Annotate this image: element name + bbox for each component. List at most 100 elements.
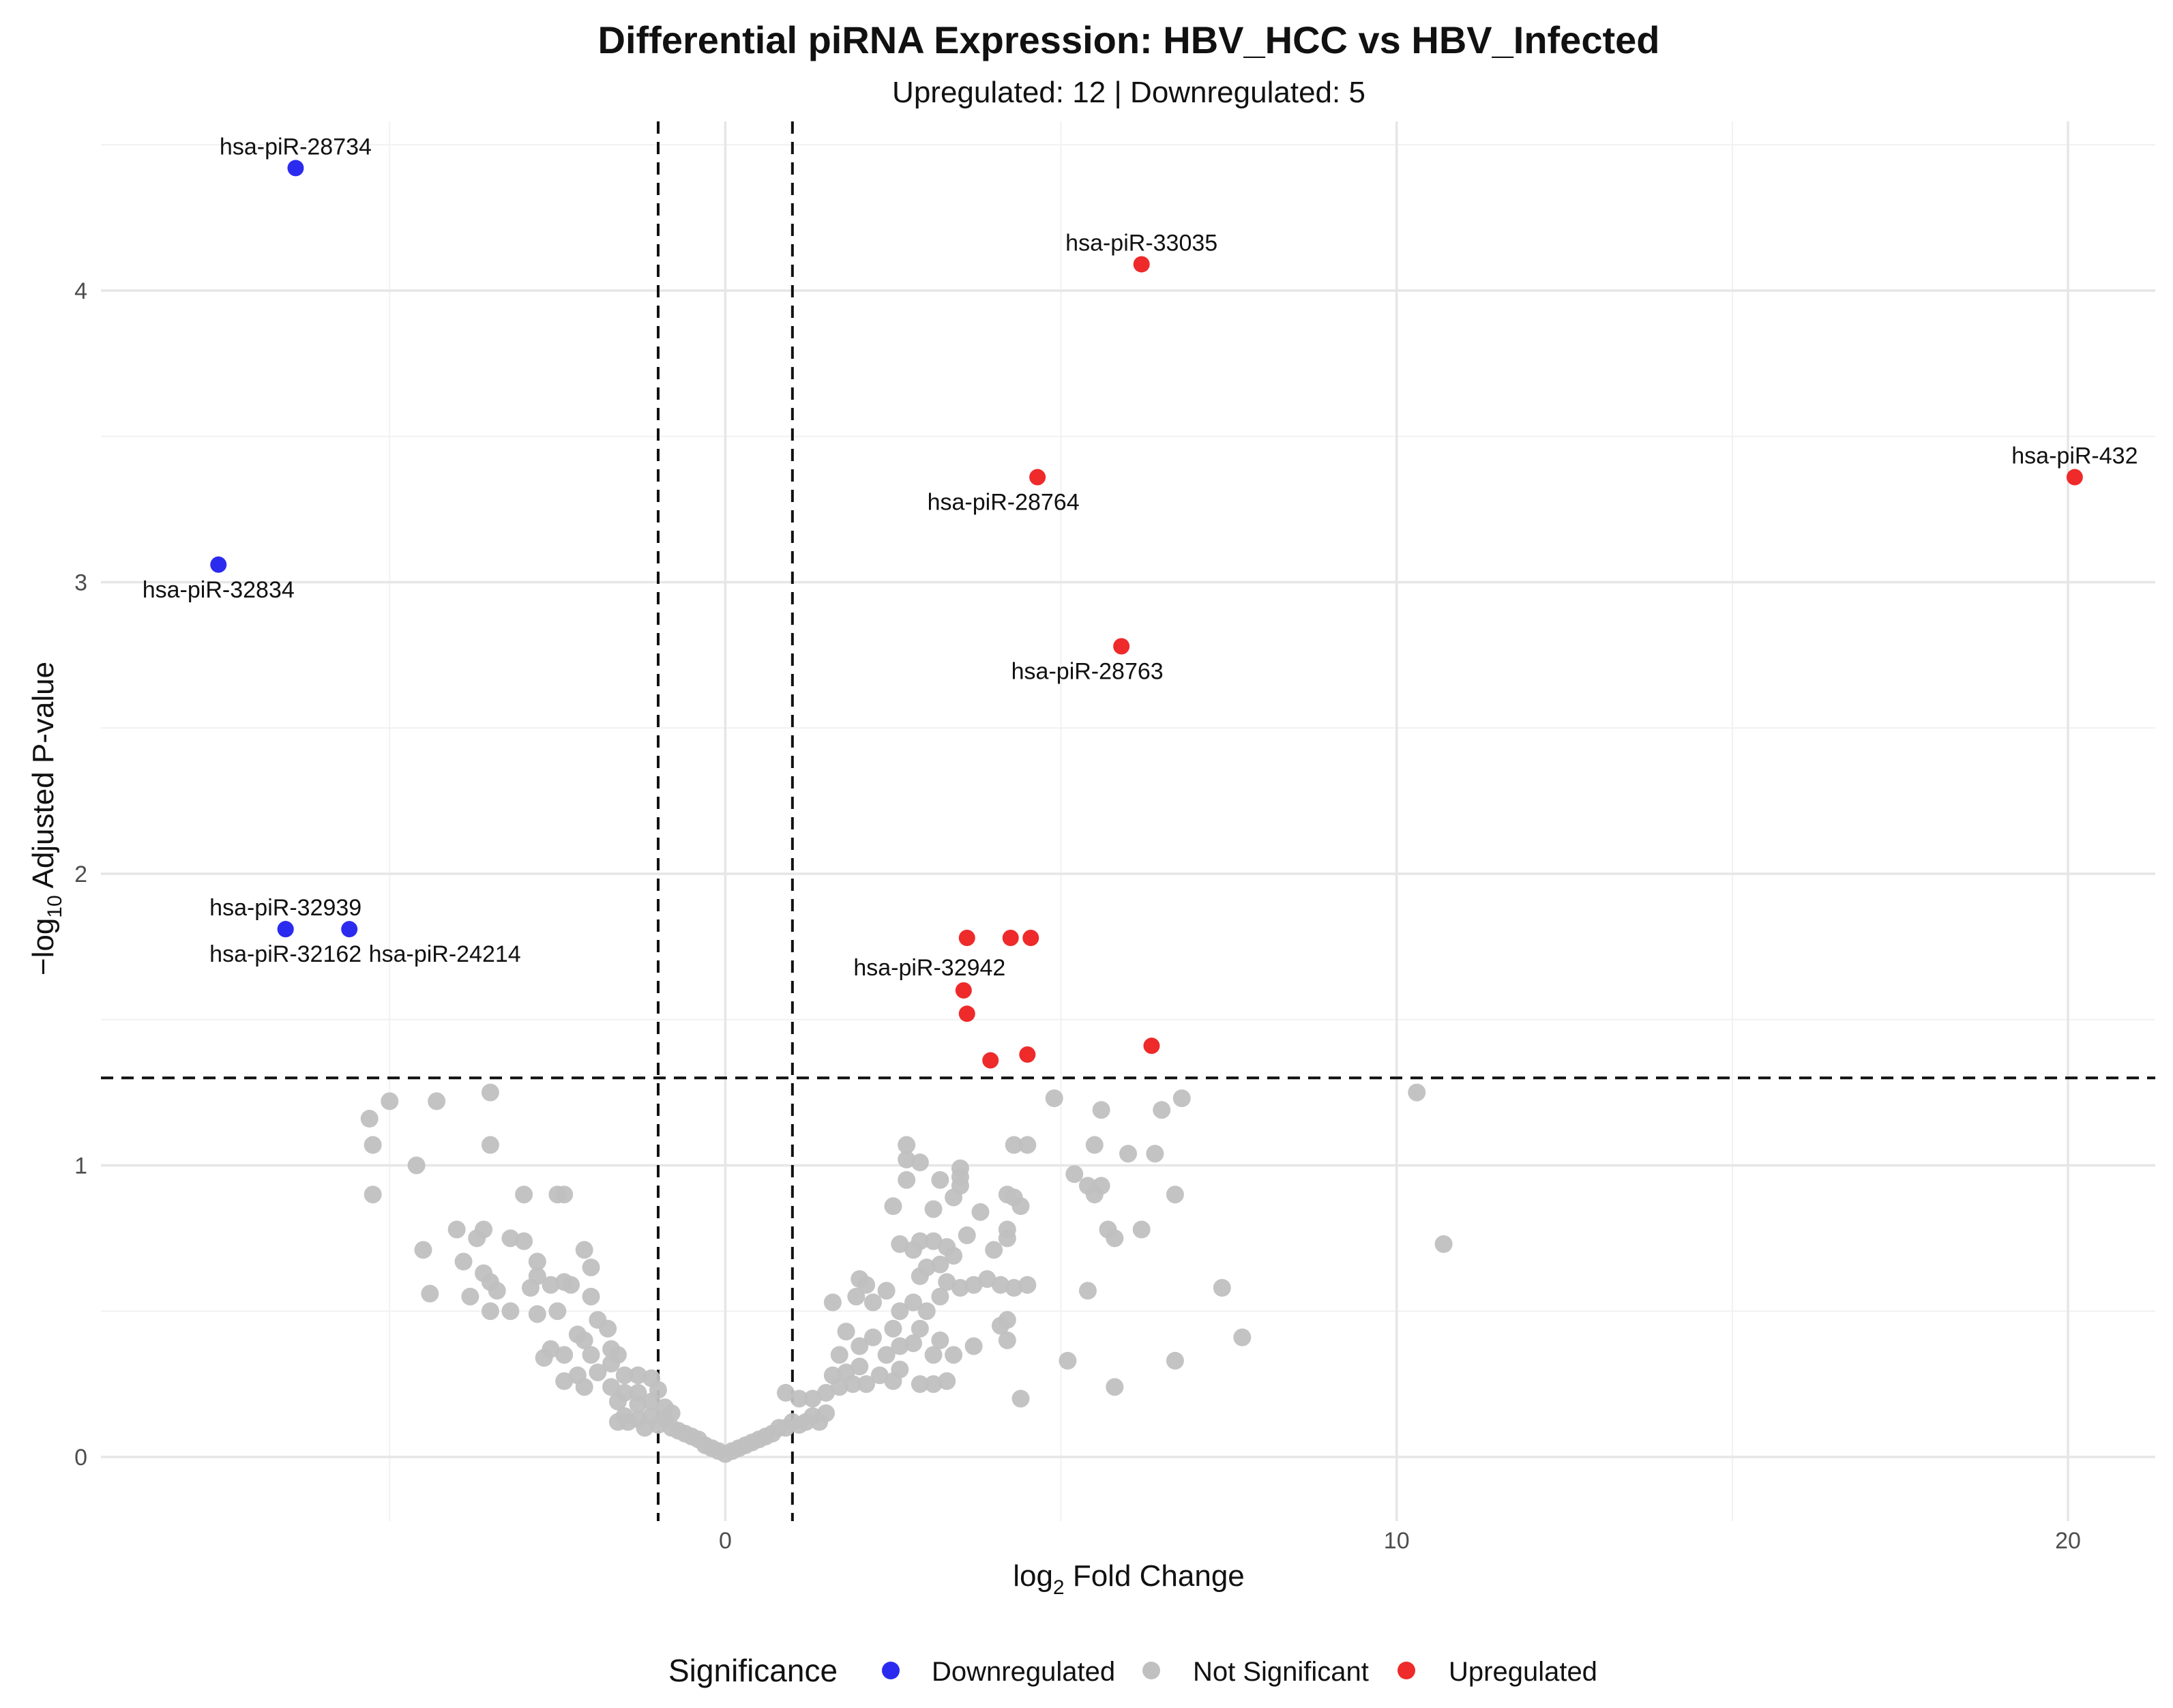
point-not-significant <box>1233 1328 1252 1346</box>
point-not-significant <box>830 1346 848 1364</box>
point-not-significant <box>542 1276 560 1294</box>
point-not-significant <box>823 1366 842 1385</box>
point-not-significant <box>1132 1220 1151 1239</box>
point-label: hsa-piR-32834 <box>143 577 295 603</box>
point-not-significant <box>1078 1282 1097 1300</box>
point-not-significant <box>515 1186 533 1204</box>
point-not-significant <box>1065 1165 1084 1183</box>
point-not-significant <box>951 1279 969 1297</box>
point-not-significant <box>1434 1235 1453 1253</box>
point-not-significant <box>562 1276 580 1294</box>
point-not-significant <box>924 1375 943 1394</box>
point-not-significant <box>575 1241 593 1259</box>
point-not-significant <box>582 1287 600 1306</box>
y-tick-label: 1 <box>74 1153 87 1179</box>
point-not-significant <box>1011 1389 1030 1408</box>
point-not-significant <box>535 1349 553 1367</box>
points-not-significant <box>360 1083 1453 1463</box>
x-tick-label: 10 <box>1384 1528 1410 1554</box>
point-upregulated <box>1133 256 1150 273</box>
point-not-significant <box>911 1153 929 1172</box>
legend-title: Significance <box>668 1653 838 1688</box>
point-not-significant <box>481 1083 499 1102</box>
point-not-significant <box>629 1366 647 1385</box>
point-not-significant <box>904 1334 923 1353</box>
point-not-significant <box>662 1404 681 1422</box>
x-tick-label: 20 <box>2055 1528 2081 1554</box>
point-label: hsa-piR-32162 <box>209 941 361 967</box>
chart-title: Differential piRNA Expression: HBV_HCC v… <box>598 18 1660 61</box>
point-not-significant <box>1166 1186 1184 1204</box>
point-downregulated <box>341 921 358 938</box>
x-tick-label: 0 <box>719 1528 732 1554</box>
x-axis-ticks: 0 10 20 <box>719 1528 2081 1554</box>
point-not-significant <box>924 1346 943 1364</box>
point-not-significant <box>360 1110 379 1128</box>
point-not-significant <box>555 1372 574 1390</box>
y-axis-ticks: 0 1 2 3 4 <box>74 278 87 1471</box>
point-not-significant <box>381 1092 399 1110</box>
point-not-significant <box>803 1389 822 1408</box>
point-not-significant <box>817 1383 836 1402</box>
point-label: hsa-piR-24214 <box>369 941 521 967</box>
point-not-significant <box>877 1282 896 1300</box>
point-upregulated <box>958 1005 975 1022</box>
legend-key-upregulated <box>1398 1662 1415 1679</box>
point-not-significant <box>575 1331 593 1349</box>
point-not-significant <box>555 1346 574 1364</box>
legend-key-downregulated <box>882 1662 900 1679</box>
legend-label-downregulated: Downregulated <box>932 1657 1115 1687</box>
point-not-significant <box>837 1323 855 1341</box>
point-downregulated <box>210 556 227 573</box>
point-not-significant <box>823 1293 842 1312</box>
point-not-significant <box>945 1246 963 1265</box>
point-not-significant <box>917 1258 936 1277</box>
point-not-significant <box>1119 1145 1137 1163</box>
point-not-significant <box>1005 1279 1023 1297</box>
point-not-significant <box>608 1392 627 1411</box>
point-not-significant <box>1092 1177 1110 1195</box>
point-not-significant <box>1146 1145 1164 1163</box>
point-not-significant <box>589 1363 607 1381</box>
point-not-significant <box>898 1170 916 1189</box>
point-not-significant <box>985 1241 1003 1259</box>
point-not-significant <box>1153 1101 1171 1119</box>
point-upregulated <box>1002 930 1019 946</box>
legend-label-not-significant: Not Significant <box>1193 1657 1369 1687</box>
point-not-significant <box>475 1220 493 1239</box>
point-downregulated <box>277 921 294 938</box>
point-not-significant <box>619 1413 637 1431</box>
point-upregulated <box>1019 1046 1036 1063</box>
point-not-significant <box>649 1415 667 1434</box>
y-tick-label: 3 <box>74 570 87 595</box>
point-label: hsa-piR-28734 <box>220 134 372 160</box>
point-not-significant <box>837 1363 855 1381</box>
point-not-significant <box>971 1203 990 1221</box>
point-not-significant <box>851 1357 869 1376</box>
point-not-significant <box>501 1229 520 1248</box>
point-upregulated <box>1029 469 1046 486</box>
grid-lines <box>101 121 2155 1521</box>
point-upregulated <box>1022 930 1039 946</box>
point-not-significant <box>1045 1089 1063 1108</box>
point-not-significant <box>945 1346 963 1364</box>
point-label: hsa-piR-28764 <box>928 490 1080 516</box>
point-not-significant <box>528 1305 546 1323</box>
x-axis-label: log2 Fold Change <box>1013 1559 1245 1599</box>
point-not-significant <box>521 1279 539 1297</box>
point-not-significant <box>964 1276 983 1294</box>
point-upregulated <box>955 982 972 999</box>
legend-label-upregulated: Upregulated <box>1449 1657 1597 1687</box>
point-not-significant <box>790 1389 808 1408</box>
y-axis-label: −log10 Adjusted P-value <box>27 662 66 975</box>
point-not-significant <box>884 1197 902 1216</box>
points-significant <box>210 160 2083 1069</box>
point-not-significant <box>898 1150 916 1168</box>
point-not-significant <box>857 1276 876 1294</box>
point-not-significant <box>884 1319 902 1338</box>
point-not-significant <box>548 1302 567 1321</box>
point-not-significant <box>917 1302 936 1321</box>
point-not-significant <box>407 1156 426 1175</box>
